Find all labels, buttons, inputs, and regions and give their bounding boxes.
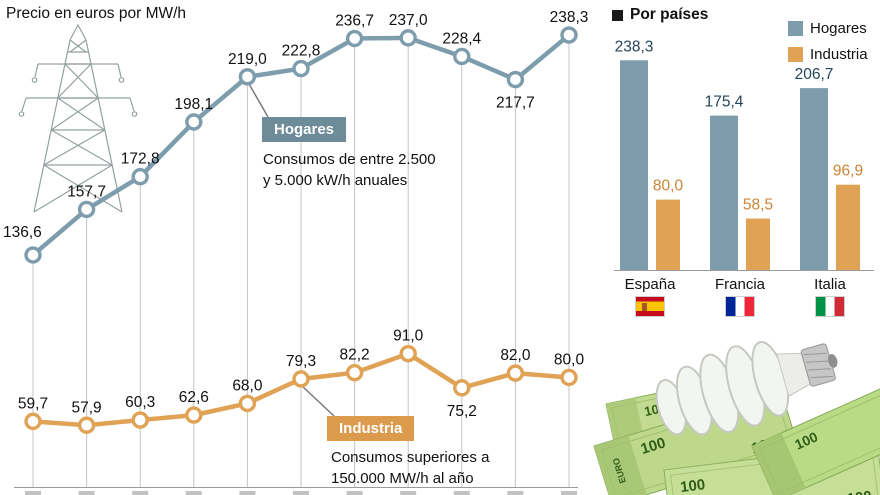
bar-chart-legend: Hogares Industria xyxy=(788,20,868,63)
industria-point xyxy=(560,368,578,387)
bar-chart-title-text: Por países xyxy=(630,6,709,23)
country-label-italia: Italia xyxy=(814,276,846,293)
cut-axis-label-stub xyxy=(507,491,524,495)
value-label: 238,3 xyxy=(550,9,589,26)
value-label: 136,6 xyxy=(3,224,42,241)
legend-swatch-industria xyxy=(788,47,803,62)
hogares-point xyxy=(185,113,203,131)
value-label: 172,8 xyxy=(121,151,160,168)
value-label: 59,7 xyxy=(18,395,48,412)
spain-flag-emblem xyxy=(642,303,647,311)
cut-axis-label-stub xyxy=(400,491,417,495)
value-label: 238,3 xyxy=(615,38,654,55)
industria-annotation-connector xyxy=(301,385,335,417)
square-bullet-icon xyxy=(612,9,623,21)
cut-axis-label-stub xyxy=(239,491,256,495)
hogares-point xyxy=(292,59,310,78)
cut-axis-label-stub xyxy=(185,491,202,495)
hogares-point xyxy=(560,26,578,44)
industria-point xyxy=(24,412,42,431)
hogares-point xyxy=(24,246,42,264)
spain-flag-icon xyxy=(636,297,664,316)
value-label: 96,9 xyxy=(833,163,863,180)
france-flag-icon xyxy=(726,297,754,316)
page-title: Precio en euros por MW/h xyxy=(6,5,187,22)
banknote-value-text: 100 xyxy=(846,488,873,495)
bar-industria-0 xyxy=(656,199,680,270)
value-label: 198,1 xyxy=(174,96,213,113)
value-label: 60,3 xyxy=(125,394,155,411)
industria-point xyxy=(292,370,310,388)
cut-axis-label-stub xyxy=(346,491,363,495)
industria-point xyxy=(506,364,525,382)
italy-flag-icon xyxy=(816,297,844,316)
cut-axis-label-stub xyxy=(78,491,95,495)
bar-chart-title: Por países xyxy=(612,6,708,24)
hogares-point xyxy=(77,200,96,219)
value-label: 68,0 xyxy=(232,377,263,394)
value-label: 57,9 xyxy=(72,399,102,416)
value-label: 91,0 xyxy=(393,328,424,345)
country-label-espana: España xyxy=(624,276,676,293)
legend-label-hogares: Hogares xyxy=(810,20,867,37)
bar-hogares-2 xyxy=(800,88,828,270)
hogares-point xyxy=(453,47,471,66)
value-label: 58,5 xyxy=(743,197,773,214)
hogares-series-tag: Hogares xyxy=(262,117,347,142)
electricity-pylon-icon xyxy=(18,23,138,213)
value-label: 175,4 xyxy=(705,94,744,111)
value-label: 157,7 xyxy=(67,183,106,200)
bar-hogares-1 xyxy=(710,115,738,270)
value-label: 236,7 xyxy=(335,13,374,30)
value-label: 206,7 xyxy=(795,66,834,83)
value-label: 219,0 xyxy=(228,51,267,68)
hogares-point xyxy=(345,29,364,48)
value-label: 80,0 xyxy=(653,178,684,195)
legend-item-industria: Industria xyxy=(788,46,868,63)
cut-axis-label-stub xyxy=(561,491,577,495)
country-label-francia: Francia xyxy=(714,276,766,293)
industria-point xyxy=(238,394,257,413)
industria-point xyxy=(185,406,203,424)
legend-swatch-hogares xyxy=(788,21,803,36)
cut-axis-label-stub xyxy=(25,491,41,495)
value-label: 82,2 xyxy=(340,347,370,364)
industria-point xyxy=(399,344,417,363)
bar-industria-2 xyxy=(836,184,860,270)
bar-hogares-0 xyxy=(620,60,648,270)
hogares-point xyxy=(399,29,417,47)
legend-item-hogares: Hogares xyxy=(788,20,868,37)
value-label: 82,0 xyxy=(500,347,531,364)
industria-point xyxy=(77,416,96,434)
value-label: 62,6 xyxy=(179,389,209,406)
value-label: 79,3 xyxy=(286,353,316,370)
cut-axis-label-stub xyxy=(293,491,309,495)
bar-industria-1 xyxy=(746,218,770,270)
hogares-description: Consumos de entre 2.500 y 5.000 kW/h anu… xyxy=(263,151,436,189)
legend-label-industria: Industria xyxy=(810,46,868,63)
industria-series-tag: Industria xyxy=(327,416,415,441)
hogares-point xyxy=(506,70,525,89)
value-label: 217,7 xyxy=(496,95,535,112)
hogares-point xyxy=(131,168,149,186)
cut-axis-label-stub xyxy=(453,491,470,495)
value-label: 75,2 xyxy=(447,403,477,420)
value-label: 222,8 xyxy=(282,43,321,60)
industria-point xyxy=(345,364,364,382)
industria-point xyxy=(453,379,471,397)
hogares-annotation-connector xyxy=(248,83,269,118)
cut-axis-label-stub xyxy=(132,491,149,495)
industria-description: Consumos superiores a 150.000 MW/h al añ… xyxy=(331,449,490,487)
banknote-value-text: 100 xyxy=(639,434,668,458)
light-bulb-icon xyxy=(655,341,838,436)
value-label: 237,0 xyxy=(389,12,428,29)
value-label: 80,0 xyxy=(554,351,585,368)
value-label: 228,4 xyxy=(442,30,481,47)
hogares-point xyxy=(238,68,257,86)
banknote-value-text: 100 xyxy=(679,476,706,495)
industria-point xyxy=(131,411,149,429)
